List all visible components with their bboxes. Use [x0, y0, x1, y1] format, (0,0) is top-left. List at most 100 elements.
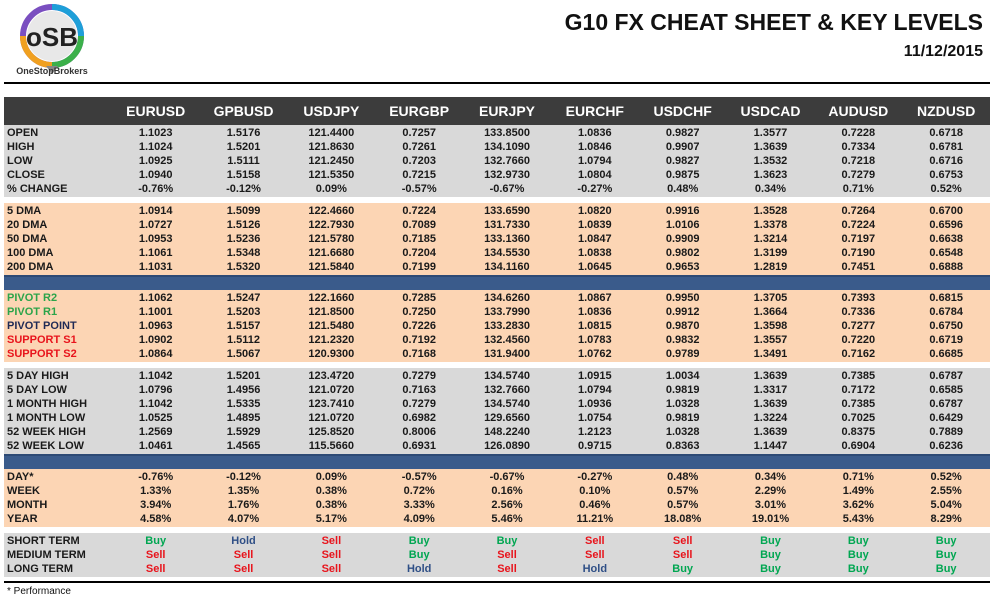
value-cell: 131.7330 [484, 219, 530, 231]
svg-text:OneStopBrokers: OneStopBrokers [16, 66, 88, 76]
value-cell: 0.7199 [402, 261, 436, 273]
value-cell: 1.5247 [226, 292, 261, 304]
page-title: G10 FX CHEAT SHEET & KEY LEVELS [564, 9, 983, 35]
value-cell: 4.07% [227, 513, 260, 525]
table-row: 1 MONTH LOW 1.0525 1.4895 121.0720 0.6982 129… [4, 411, 990, 425]
value-cell: -0.27% [577, 183, 613, 195]
value-cell: 1.1001 [138, 306, 173, 318]
value-cell: 1.4895 [226, 412, 261, 424]
value-cell: 1.0963 [138, 320, 173, 332]
table-row: LOW 1.0925 1.5111 121.2450 0.7203 132.7660 1.0… [4, 154, 990, 168]
value-cell: 0.6548 [929, 247, 963, 259]
row-label: PIVOT R1 [7, 306, 58, 318]
value-cell: 121.8630 [308, 141, 355, 153]
value-cell: 0.57% [667, 485, 699, 497]
column-header-eurgbp: EURGBP [389, 103, 450, 119]
value-cell: 131.9400 [484, 348, 530, 360]
value-cell: 1.0836 [578, 306, 612, 318]
value-cell: 1.0794 [578, 155, 612, 167]
table-row: PIVOT R2 1.1062 1.5247 122.1660 0.7285 134.62… [4, 291, 990, 305]
value-cell: 0.71% [842, 471, 874, 483]
value-cell: 0.7224 [841, 219, 876, 231]
column-header-nzdusd: NZDUSD [916, 103, 976, 119]
value-cell: 1.5201 [226, 141, 261, 153]
value-cell: 121.4400 [308, 127, 355, 139]
value-cell: -0.12% [226, 471, 261, 483]
value-cell: 0.6787 [929, 370, 963, 382]
value-cell: 1.5320 [226, 261, 261, 273]
value-cell: 1.0328 [665, 398, 700, 410]
value-cell: -0.57% [401, 183, 437, 195]
value-cell: 0.7197 [841, 233, 876, 245]
table-section: PIVOT R2 1.1062 1.5247 122.1660 0.7285 134.62… [4, 290, 990, 362]
value-cell: 0.7889 [929, 426, 963, 438]
table-row: MONTH 3.94% 1.76% 0.38% 3.33% 2.56% 0.46% 0.57%… [4, 498, 990, 512]
value-cell: 115.5660 [308, 440, 354, 452]
row-label: SUPPORT S1 [7, 334, 77, 346]
row-label: YEAR [7, 513, 38, 525]
row-label: SUPPORT S2 [7, 348, 77, 360]
value-cell: 121.0720 [308, 384, 355, 396]
value-cell: 2.29% [754, 485, 787, 497]
value-cell: 1.0461 [138, 440, 173, 452]
row-label: 5 DAY LOW [7, 384, 67, 396]
value-cell: 121.2450 [308, 155, 355, 167]
value-cell: 0.7279 [402, 398, 436, 410]
section-gap [4, 197, 990, 203]
value-cell: 1.3491 [753, 348, 788, 360]
row-label: 52 WEEK LOW [7, 440, 85, 452]
table-section: OPEN 1.1023 1.5176 121.4400 0.7257 133.8500 1.… [4, 125, 990, 197]
table-row: SUPPORT S1 1.0902 1.5112 121.2320 0.7192 132.… [4, 333, 990, 347]
value-cell: 148.2240 [484, 426, 530, 438]
value-cell: 1.1447 [753, 440, 788, 452]
value-cell: 1.2123 [578, 426, 612, 438]
value-cell: 1.0106 [665, 219, 700, 231]
table-row: HIGH 1.1024 1.5201 121.8630 0.7261 134.1090 1.… [4, 140, 990, 154]
value-cell: 0.9715 [578, 440, 612, 452]
table-row: YEAR 4.58% 4.07% 5.17% 4.09% 5.46% 11.21% 18.08… [4, 512, 990, 526]
table-row: 200 DMA 1.1031 1.5320 121.5840 0.7199 134.116… [4, 260, 990, 274]
column-header-eurusd: EURUSD [126, 103, 186, 119]
value-cell: 1.5067 [226, 348, 261, 360]
section-band [4, 454, 990, 469]
value-cell: 1.3199 [753, 247, 788, 259]
value-cell: 1.3639 [753, 370, 788, 382]
signal-cell: Sell [321, 535, 342, 547]
value-cell: 0.9916 [665, 205, 700, 217]
value-cell: 1.3224 [753, 412, 788, 424]
value-cell: 0.6888 [929, 261, 963, 273]
value-cell: 1.5236 [226, 233, 261, 245]
value-cell: 0.9653 [665, 261, 700, 273]
signal-cell: Hold [406, 563, 432, 575]
column-header-usdcad: USDCAD [740, 103, 801, 119]
value-cell: 1.3664 [753, 306, 788, 318]
value-cell: 2.55% [930, 485, 962, 497]
table-section: SHORT TERM Buy Hold Sell Buy Buy Sell Sell Buy Bu… [4, 533, 990, 577]
value-cell: 1.4565 [226, 440, 261, 452]
table-row: PIVOT R1 1.1001 1.5203 121.8500 0.7250 133.79… [4, 305, 990, 319]
value-cell: 0.9870 [665, 320, 700, 332]
signal-cell: Sell [321, 549, 342, 561]
value-cell: 1.3639 [753, 398, 788, 410]
value-cell: 1.3214 [753, 233, 788, 245]
value-cell: 0.6716 [929, 155, 963, 167]
value-cell: 18.08% [664, 513, 702, 525]
table-row: 20 DMA 1.0727 1.5126 122.7930 0.7089 131.7330… [4, 218, 990, 232]
value-cell: 0.6781 [929, 141, 963, 153]
divider [4, 581, 990, 583]
table-row: DAY* -0.76% -0.12% 0.09% -0.57% -0.67% -0.27% 0… [4, 470, 990, 484]
value-cell: 1.35% [227, 485, 260, 497]
table-section: 5 DMA 1.0914 1.5099 122.4660 0.7224 133.6590 1… [4, 203, 990, 275]
value-cell: 1.0953 [138, 233, 173, 245]
value-cell: 1.3623 [753, 169, 788, 181]
value-cell: -0.27% [577, 471, 613, 483]
value-cell: 0.9827 [665, 127, 700, 139]
value-cell: 0.9907 [665, 141, 700, 153]
value-cell: 0.9950 [665, 292, 700, 304]
row-label: SHORT TERM [7, 535, 80, 547]
row-label: 5 DMA [7, 205, 42, 217]
value-cell: 1.0936 [578, 398, 612, 410]
value-cell: 1.0925 [138, 155, 173, 167]
value-cell: 0.48% [667, 183, 699, 195]
value-cell: 3.01% [754, 499, 787, 511]
